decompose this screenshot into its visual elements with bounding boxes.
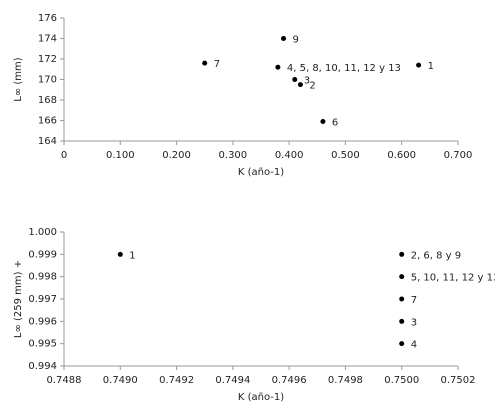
point-label: 7 <box>411 295 417 306</box>
x-tick-label: 0.700 <box>444 150 473 161</box>
y-tick-label: 0.996 <box>28 316 57 327</box>
x-tick-label: 0 <box>61 150 67 161</box>
point <box>292 77 298 82</box>
y-tick-label: 1.000 <box>28 227 57 238</box>
x-axis-title: K (año-1) <box>238 392 284 403</box>
x-tick-label: 0.600 <box>387 150 416 161</box>
y-tick-label: 0.998 <box>28 272 57 283</box>
point <box>281 36 287 41</box>
x-tick-label: 0.7490 <box>103 375 138 386</box>
x-axis-title: K (año-1) <box>238 167 284 178</box>
point <box>117 251 123 257</box>
point-label: 1 <box>428 61 434 72</box>
point <box>399 251 405 257</box>
y-tick-label: 0.997 <box>28 294 57 305</box>
point <box>399 318 405 324</box>
y-tick-label: 166 <box>38 116 57 127</box>
x-tick-label: 0.100 <box>106 150 135 161</box>
x-tick-label: 0.7492 <box>159 375 194 386</box>
x-tick-label: 0.7496 <box>272 375 307 386</box>
x-tick-label: 0.7488 <box>47 375 82 386</box>
point-label: 1 <box>129 250 135 261</box>
x-tick-label: 0.500 <box>331 150 360 161</box>
x-tick-label: 0.7502 <box>441 375 476 386</box>
y-tick-label: 164 <box>38 136 57 147</box>
y-tick-label: 168 <box>38 95 57 106</box>
point-label: 2 <box>309 81 315 92</box>
point <box>416 62 422 68</box>
y-tick-label: 174 <box>38 34 57 45</box>
y-tick-label: 0.999 <box>28 249 57 260</box>
y-tick-label: 170 <box>38 75 57 86</box>
x-tick-label: 0.400 <box>275 150 304 161</box>
y-axis-title: L∞ (259 mm) + <box>13 260 24 338</box>
y-tick-label: 176 <box>38 13 57 24</box>
point <box>399 296 405 302</box>
point-label: 4 <box>411 340 417 351</box>
x-tick-label: 0.7494 <box>215 375 250 386</box>
point-label: 7 <box>214 59 220 70</box>
point <box>399 274 405 280</box>
point-label: 3 <box>304 76 310 87</box>
x-tick-label: 0.7500 <box>384 375 419 386</box>
point <box>202 60 208 66</box>
point-label: 2, 6, 8 y 9 <box>411 250 461 261</box>
y-tick-label: 0.994 <box>28 361 57 372</box>
y-tick-label: 172 <box>38 54 57 65</box>
point-label: 9 <box>293 35 299 46</box>
point-label: 3 <box>411 317 417 328</box>
x-tick-label: 0.300 <box>219 150 248 161</box>
point <box>275 64 281 70</box>
point <box>297 82 303 88</box>
point <box>399 341 405 347</box>
x-tick-label: 0.200 <box>162 150 191 161</box>
y-tick-label: 0.995 <box>28 339 57 350</box>
point-label: 4, 5, 8, 10, 11, 12 y 13 <box>287 63 401 74</box>
x-tick-label: 0.7498 <box>328 375 363 386</box>
point <box>320 119 326 125</box>
y-axis-title: L∞ (mm) <box>13 57 24 101</box>
point-label: 6 <box>332 118 338 129</box>
point-label: 5, 10, 11, 12 y 13 <box>411 273 495 284</box>
